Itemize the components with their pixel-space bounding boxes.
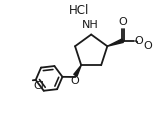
Polygon shape — [74, 65, 81, 76]
Text: O: O — [143, 41, 152, 51]
Polygon shape — [107, 39, 123, 46]
Text: O: O — [118, 17, 127, 27]
Text: O: O — [70, 76, 79, 86]
Text: Cl: Cl — [33, 81, 44, 91]
Text: O: O — [134, 36, 143, 46]
Text: HCl: HCl — [69, 4, 90, 17]
Text: NH: NH — [82, 20, 98, 30]
